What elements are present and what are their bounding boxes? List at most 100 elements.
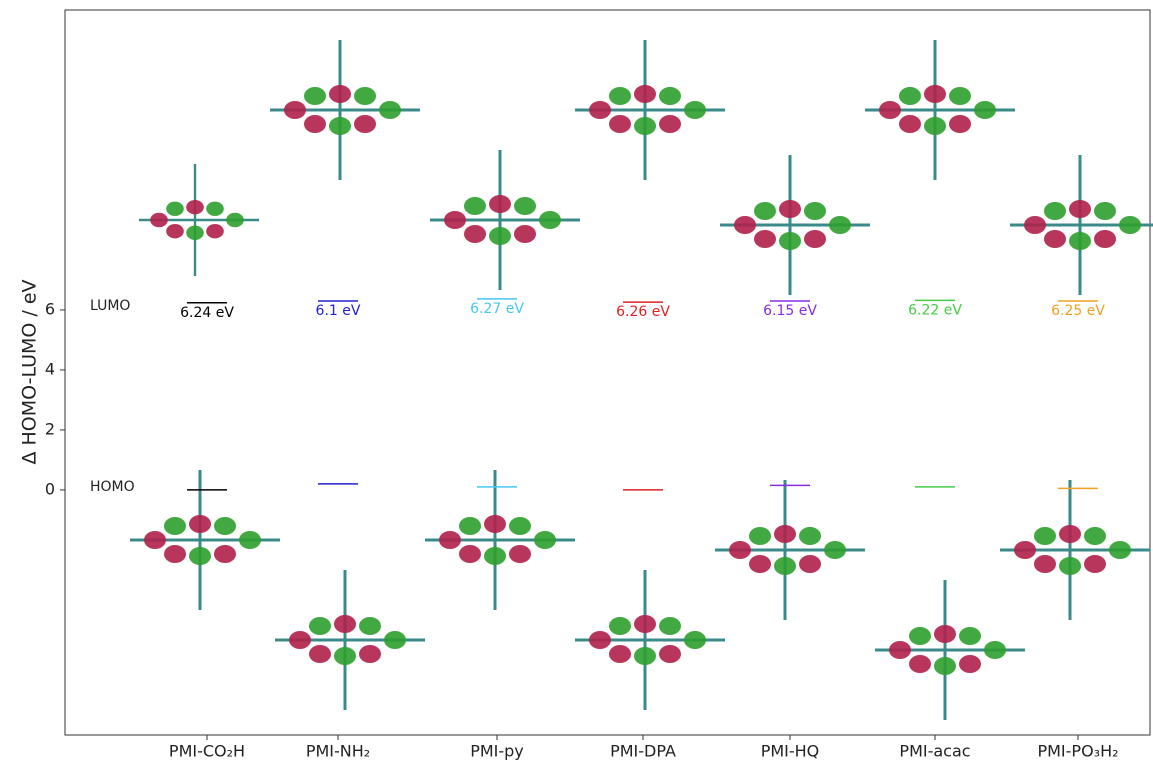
x-tick-label: PMI-PO₃H₂ <box>1037 742 1118 761</box>
orbital-lobe <box>924 85 946 103</box>
y-tick-label: 0 <box>45 479 55 498</box>
orbital-lobe <box>684 631 706 649</box>
orbital-lobe <box>589 101 611 119</box>
chart: Δ HOMO-LUMO / eV LUMO HOMO 0246PMI-CO₂H6… <box>0 0 1153 762</box>
orbital-lobe <box>799 555 821 573</box>
x-tick-label: PMI-CO₂H <box>169 742 245 761</box>
orbital-lobe <box>934 657 956 675</box>
orbital-lobe <box>659 115 681 133</box>
orbital-lobe <box>959 627 981 645</box>
orbital-lobe <box>804 230 826 248</box>
orbital-lobe <box>359 645 381 663</box>
orbital-lobe <box>609 645 631 663</box>
orbital-lobe <box>534 531 556 549</box>
orbital-lobe <box>439 531 461 549</box>
orbital-lobe <box>489 195 511 213</box>
molecule-image <box>1010 155 1153 295</box>
orbital-lobe <box>186 200 204 214</box>
orbital-lobe <box>379 101 401 119</box>
orbital-lobe <box>144 531 166 549</box>
orbital-lobe <box>214 545 236 563</box>
y-tick-label: 6 <box>45 299 55 318</box>
molecule-image <box>130 470 280 610</box>
orbital-lobe <box>514 197 536 215</box>
orbital-lobe <box>1094 202 1116 220</box>
orbital-lobe <box>684 101 706 119</box>
x-tick-label: PMI-py <box>470 742 524 761</box>
orbital-lobe <box>799 527 821 545</box>
orbital-lobe <box>659 87 681 105</box>
orbital-lobe <box>150 213 168 227</box>
orbital-lobe <box>509 545 531 563</box>
orbital-lobe <box>1069 232 1091 250</box>
orbital-lobe <box>1044 230 1066 248</box>
orbital-lobe <box>1069 200 1091 218</box>
orbital-lobe <box>609 87 631 105</box>
x-tick-label: PMI-NH₂ <box>306 742 370 761</box>
orbital-lobe <box>484 547 506 565</box>
orbital-lobe <box>334 615 356 633</box>
orbital-lobe <box>164 545 186 563</box>
orbital-lobe <box>899 115 921 133</box>
gap-label: 6.24 eV <box>180 305 234 321</box>
orbital-lobe <box>459 545 481 563</box>
orbital-lobe <box>464 225 486 243</box>
molecule-image <box>275 570 425 710</box>
orbital-lobe <box>1059 557 1081 575</box>
molecule-image <box>430 150 580 290</box>
orbital-lobe <box>166 224 184 238</box>
y-axis-label: Δ HOMO-LUMO / eV <box>19 279 41 464</box>
orbital-lobe <box>226 213 244 227</box>
orbital-lobe <box>924 117 946 135</box>
orbital-lobe <box>749 555 771 573</box>
orbital-lobe <box>974 101 996 119</box>
orbital-lobe <box>879 101 901 119</box>
orbital-lobe <box>779 200 801 218</box>
molecule-image <box>270 40 420 180</box>
orbital-lobe <box>659 645 681 663</box>
orbital-lobe <box>1034 527 1056 545</box>
molecule-image <box>875 580 1025 720</box>
orbital-lobe <box>589 631 611 649</box>
orbital-lobe <box>829 216 851 234</box>
orbital-lobe <box>609 115 631 133</box>
orbital-lobe <box>484 515 506 533</box>
orbital-lobe <box>444 211 466 229</box>
orbital-lobe <box>1084 527 1106 545</box>
orbital-lobe <box>749 527 771 545</box>
orbital-lobe <box>514 225 536 243</box>
orbital-lobe <box>464 197 486 215</box>
molecule-image <box>425 470 575 610</box>
molecule-image <box>575 40 725 180</box>
orbital-lobe <box>824 541 846 559</box>
orbital-lobe <box>189 515 211 533</box>
lumo-annotation: LUMO <box>90 298 130 314</box>
orbital-lobe <box>659 617 681 635</box>
orbital-lobe <box>384 631 406 649</box>
orbital-lobe <box>934 625 956 643</box>
gap-label: 6.1 eV <box>316 303 361 319</box>
orbital-lobe <box>1034 555 1056 573</box>
orbital-lobe <box>354 115 376 133</box>
orbital-lobe <box>889 641 911 659</box>
gap-label: 6.22 eV <box>908 302 962 318</box>
orbital-lobe <box>284 101 306 119</box>
orbital-lobe <box>189 547 211 565</box>
orbital-lobe <box>984 641 1006 659</box>
x-tick-label: PMI-DPA <box>610 742 676 761</box>
orbital-lobe <box>949 87 971 105</box>
orbital-lobe <box>774 557 796 575</box>
y-tick-label: 2 <box>45 419 55 438</box>
orbital-lobe <box>754 230 776 248</box>
molecule-image <box>575 570 725 710</box>
orbital-lobe <box>1119 216 1141 234</box>
orbital-lobe <box>206 224 224 238</box>
orbital-lobe <box>329 117 351 135</box>
orbital-lobe <box>634 647 656 665</box>
orbital-lobe <box>509 517 531 535</box>
molecule-image <box>715 480 865 620</box>
orbital-lobe <box>334 647 356 665</box>
orbital-lobe <box>729 541 751 559</box>
homo-annotation: HOMO <box>90 479 135 495</box>
orbital-lobe <box>909 627 931 645</box>
